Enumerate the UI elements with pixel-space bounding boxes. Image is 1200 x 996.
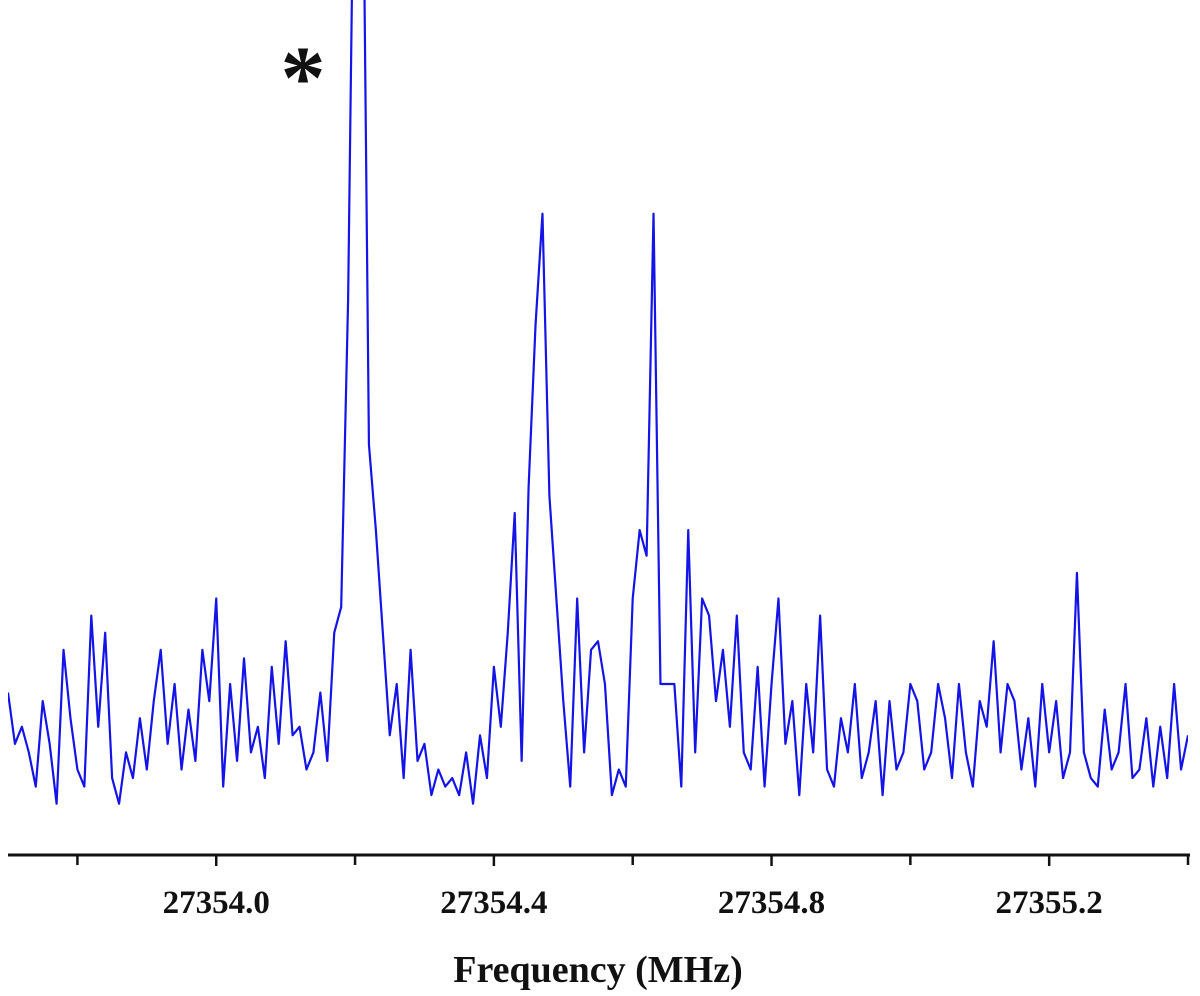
spectrum-line — [8, 0, 1188, 805]
x-tick-label: 27354.8 — [718, 885, 825, 921]
annotation: * — [281, 29, 326, 128]
x-tick-label: 27354.0 — [163, 885, 270, 921]
x-axis-title: Frequency (MHz) — [453, 949, 743, 991]
x-tick-label: 27354.4 — [440, 885, 547, 921]
x-tick-label: 27355.2 — [996, 885, 1103, 921]
